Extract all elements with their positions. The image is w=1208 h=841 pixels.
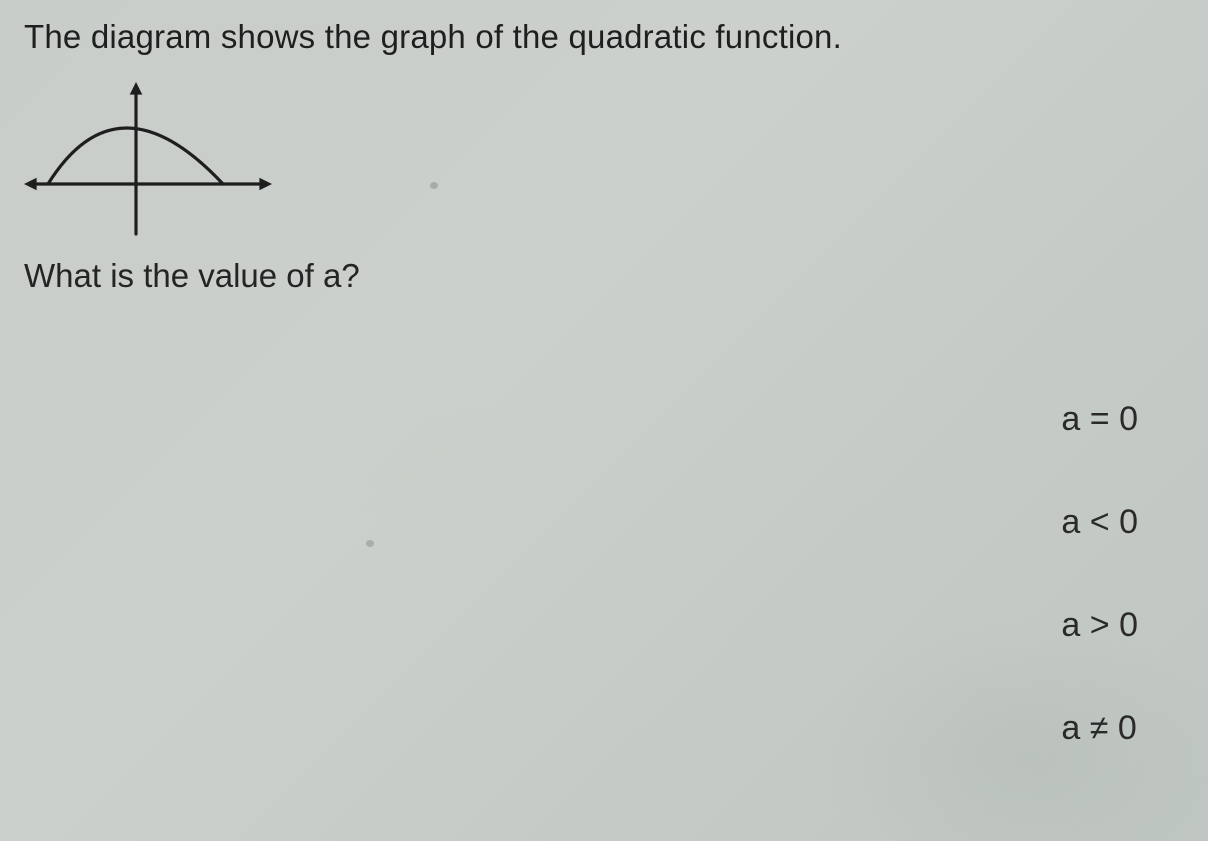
- option-a-noteq-0[interactable]: a ≠ 0: [1061, 709, 1136, 748]
- option-a-less-0[interactable]: a < 0: [1061, 503, 1138, 542]
- prompt-text: The diagram shows the graph of the quadr…: [24, 18, 1184, 56]
- answer-options: a = 0 a < 0 a > 0 a ≠ 0: [1061, 400, 1138, 748]
- question-page: The diagram shows the graph of the quadr…: [0, 0, 1208, 841]
- question-text: What is the value of a?: [24, 257, 1184, 295]
- option-a-greater-0[interactable]: a > 0: [1061, 606, 1138, 645]
- parabola-diagram: [18, 74, 1184, 249]
- parabola-svg: [18, 74, 278, 244]
- option-a-equals-0[interactable]: a = 0: [1061, 400, 1138, 439]
